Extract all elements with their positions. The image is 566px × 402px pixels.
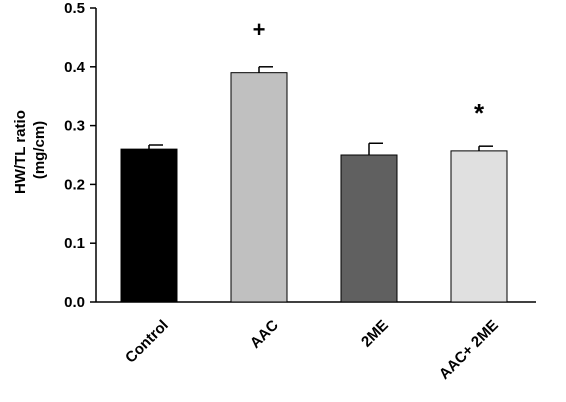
y-tick-label: 0.3: [64, 118, 85, 135]
bar: [340, 154, 398, 303]
significance-marker: *: [474, 98, 485, 128]
y-tick-label: 0.5: [64, 0, 85, 17]
y-axis-label: HW/TL ratio (mg/cm): [12, 106, 48, 194]
significance-marker: +: [253, 17, 266, 42]
bars: +*: [120, 17, 508, 303]
x-tick-label: AAC: [247, 317, 282, 352]
bar: [230, 72, 288, 303]
bar: [120, 148, 178, 303]
y-tick-label: 0.1: [64, 235, 85, 252]
y-tick-label: 0.4: [64, 59, 86, 76]
y-tick-label: 0.2: [64, 176, 85, 193]
x-tick-label: AAC+ 2ME: [436, 317, 502, 383]
x-tick-labels: Control AAC 2ME AAC+ 2ME: [122, 317, 502, 383]
y-ticks: 0.0 0.1 0.2 0.3 0.4 0.5: [64, 0, 96, 311]
y-axis-label-line1: HW/TL ratio: [12, 110, 29, 194]
x-tick-label: 2ME: [358, 317, 392, 351]
y-tick-label: 0.0: [64, 294, 85, 311]
x-tick-label: Control: [122, 317, 172, 367]
y-axis-label-line2: (mg/cm): [31, 121, 48, 179]
bar: [450, 150, 508, 303]
